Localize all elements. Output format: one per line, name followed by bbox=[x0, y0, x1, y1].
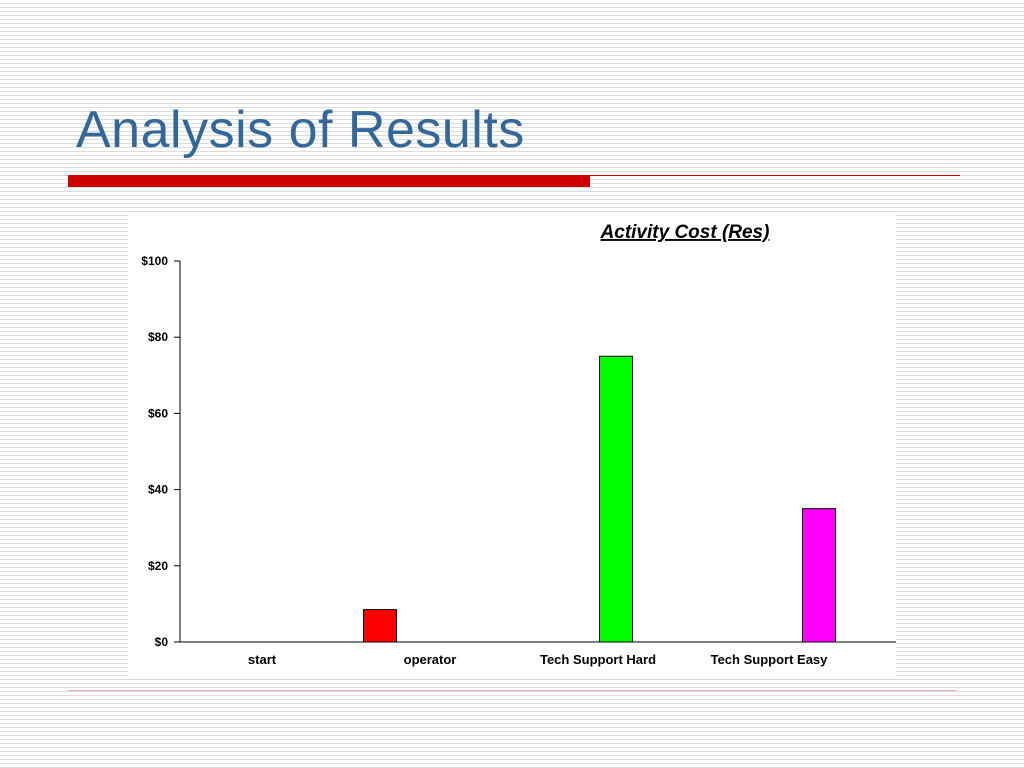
x-tick-label: start bbox=[248, 652, 277, 667]
bar-tech-support-easy bbox=[802, 508, 836, 643]
bar-operator bbox=[363, 609, 397, 643]
slide-title: Analysis of Results bbox=[76, 101, 525, 159]
chart-axes bbox=[174, 260, 896, 643]
x-tick-label: Tech Support Easy bbox=[711, 652, 829, 667]
y-tick-label: $60 bbox=[148, 406, 168, 420]
y-tick-label: $80 bbox=[148, 330, 168, 344]
x-tick-label: operator bbox=[404, 652, 457, 667]
y-tick-label: $20 bbox=[148, 559, 168, 573]
bar-tech-support-hard bbox=[599, 355, 633, 643]
y-tick-label: $100 bbox=[141, 254, 168, 268]
y-tick-label: $40 bbox=[148, 483, 168, 497]
x-tick-labels: start operator Tech Support Hard Tech Suppo… bbox=[248, 652, 828, 667]
chart-bars bbox=[363, 355, 836, 643]
activity-cost-chart: Activity Cost (Res) $0 $20 $40 $60 $80 $100 s… bbox=[128, 212, 896, 676]
footer-divider bbox=[68, 690, 956, 691]
title-underline-thick bbox=[68, 175, 590, 187]
x-tick-label: Tech Support Hard bbox=[540, 652, 656, 667]
chart-svg: Activity Cost (Res) $0 $20 $40 $60 $80 $100 s… bbox=[141, 222, 896, 667]
title-underline-thin bbox=[590, 175, 960, 176]
y-tick-labels: $0 $20 $40 $60 $80 $100 bbox=[141, 254, 168, 649]
chart-title: Activity Cost (Res) bbox=[600, 222, 770, 243]
y-tick-label: $0 bbox=[155, 635, 169, 649]
